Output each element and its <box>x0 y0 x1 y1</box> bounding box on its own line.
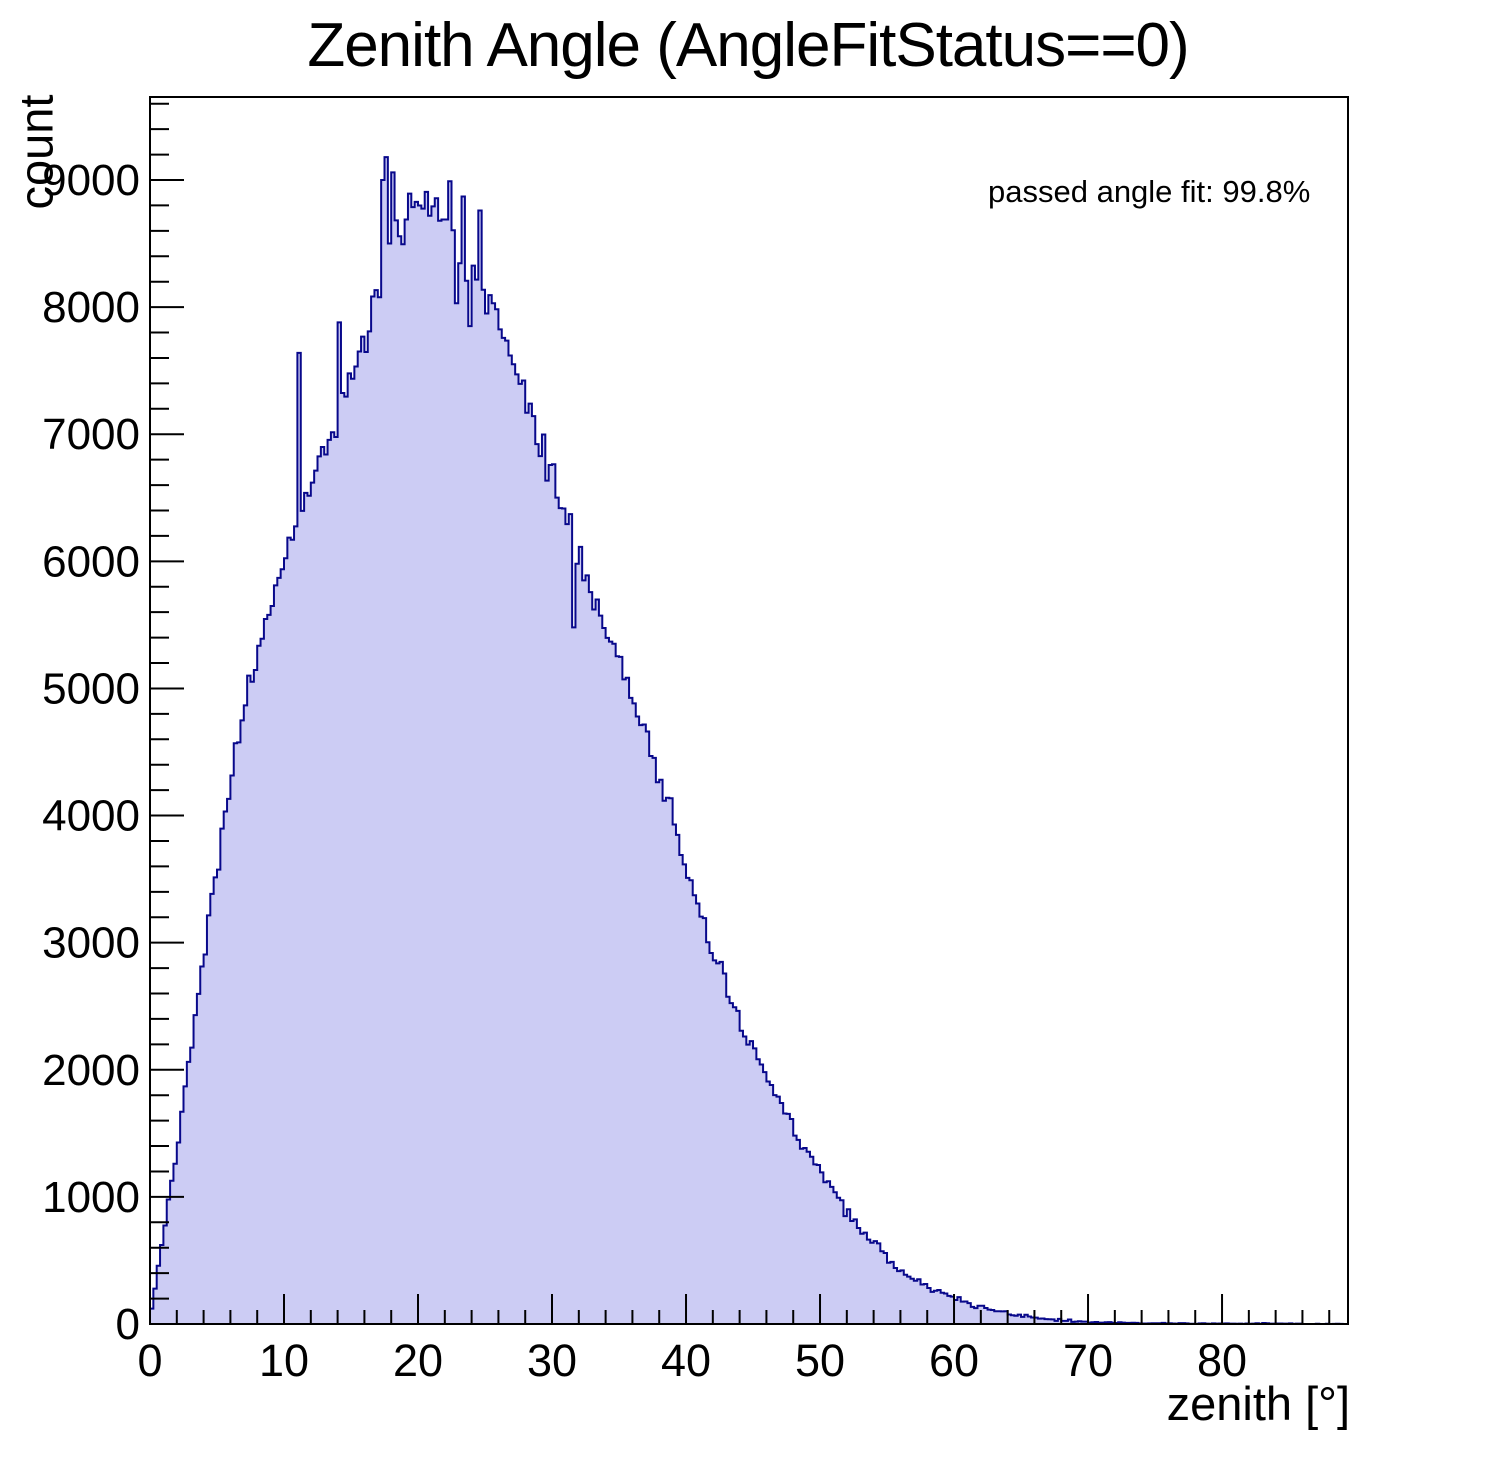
x-tick-label: 0 <box>137 1335 162 1386</box>
y-tick-label: 1000 <box>42 1173 140 1222</box>
x-axis-title: zenith [°] <box>1166 1377 1350 1430</box>
histogram-fill <box>150 157 1346 1324</box>
plot-frame <box>149 96 1349 1325</box>
x-tick-label: 30 <box>527 1335 577 1386</box>
x-tick-label: 20 <box>393 1335 443 1386</box>
x-tick-label: 60 <box>929 1335 979 1386</box>
chart-title: Zenith Angle (AngleFitStatus==0) <box>307 11 1189 80</box>
y-tick-label: 0 <box>116 1300 140 1349</box>
x-tick-label: 70 <box>1063 1335 1113 1386</box>
y-tick-label: 2000 <box>42 1046 140 1095</box>
annotation-passed-angle-fit: passed angle fit: 99.8% <box>988 174 1311 209</box>
y-tick-label: 4000 <box>42 792 140 841</box>
y-axis-title: count <box>9 94 63 210</box>
y-tick-label: 5000 <box>42 664 140 713</box>
x-tick-label: 50 <box>795 1335 845 1386</box>
x-tick-label: 40 <box>661 1335 711 1386</box>
histogram-outline <box>149 156 1346 1325</box>
y-tick-label: 9000 <box>42 156 140 205</box>
x-tick-label: 10 <box>259 1335 309 1386</box>
y-tick-label: 3000 <box>42 919 140 968</box>
y-tick-label: 8000 <box>42 283 140 332</box>
x-tick-label: 80 <box>1197 1335 1247 1386</box>
y-tick-label: 7000 <box>42 410 140 459</box>
y-tick-label: 6000 <box>42 537 140 586</box>
